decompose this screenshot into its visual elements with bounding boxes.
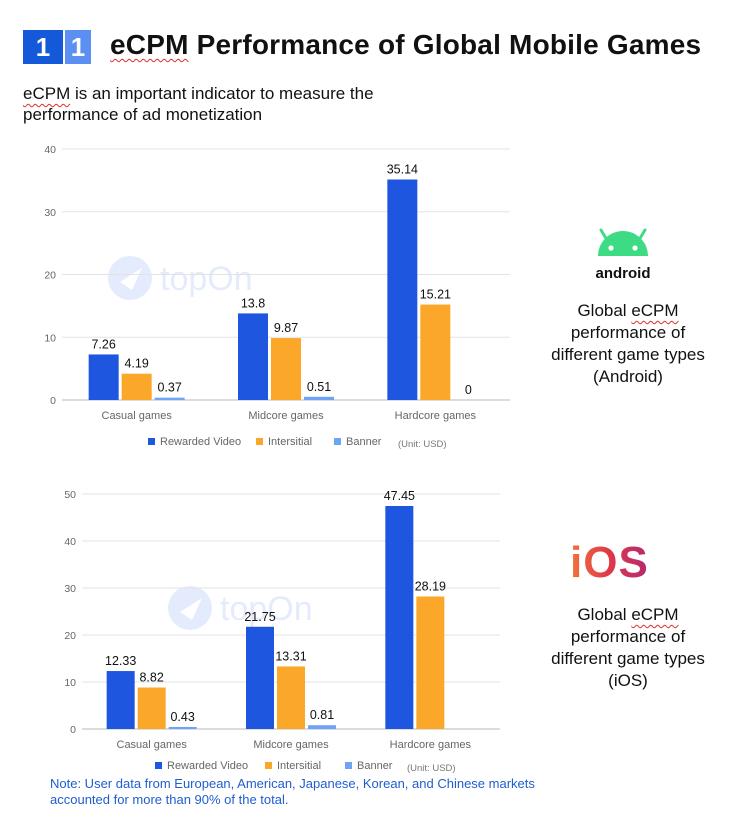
data-label: 4.19 [124,357,148,371]
data-label: 21.75 [244,610,275,624]
legend-label: Rewarded Video [167,760,248,772]
y-tick-label: 50 [64,489,76,501]
data-label: 9.87 [274,321,298,335]
y-tick-label: 30 [64,583,76,595]
android-ecpm-chart: topOn 0 10 20 30 40 7.26 4.19 0.37 Casual games 13… [44,144,510,450]
legend-swatch [345,762,352,769]
y-tick-label: 0 [50,395,56,407]
category-label: Midcore games [253,739,329,751]
bar-rewarded-video [246,626,274,729]
section-badge-secondary: 1 [65,30,91,64]
y-tick-label: 10 [44,332,56,344]
android-wordmark: android [596,265,651,282]
category-label: Casual games [117,739,188,751]
category-label: Hardcore games [395,410,477,422]
y-tick-label: 40 [44,144,56,156]
data-label: 15.21 [420,288,451,302]
data-label: 8.82 [139,671,163,685]
legend-label: Banner [346,436,382,448]
badge-secondary-label: 1 [70,32,86,62]
bar-rewarded-video [88,354,119,400]
ios-ecpm-chart: topOn 0 10 20 30 40 50 12.338.82 0.43 Casual game… [64,489,500,774]
bar-banner [304,396,334,400]
page-title: eCPM Performance of Global Mobile Games [110,29,702,60]
ios-caption: Global eCPM performance of different game … [551,605,705,690]
bar-intersitial [121,373,152,400]
legend-label: Intersitial [277,760,321,772]
legend-label: Rewarded Video [160,436,241,448]
data-label: 0 [465,383,472,397]
footnote: Note: User data from European, American,… [50,776,535,807]
data-label: 7.26 [91,337,115,351]
category-label: Hardcore games [390,739,472,751]
badge-primary-label: 1 [35,32,51,62]
data-label: 0.51 [307,380,331,394]
legend-swatch [334,438,341,445]
legend-swatch [155,762,162,769]
watermark-text: topOn [220,590,313,628]
data-label: 47.45 [384,489,415,503]
data-label: 35.14 [387,162,418,176]
bar-banner [154,397,185,400]
watermark-text: topOn [160,260,253,298]
legend-label: Intersitial [268,436,312,448]
legend-label: Banner [357,760,393,772]
y-tick-label: 0 [70,724,76,736]
section-badge-primary: 1 [23,30,63,64]
bar-intersitial [277,666,305,729]
y-tick-label: 40 [64,536,76,548]
bar-rewarded-video [238,313,268,400]
android-logo-icon: android [596,228,651,282]
bar-intersitial [137,687,166,729]
bar-rewarded-video [385,505,414,729]
bar-intersitial [416,596,445,729]
intro-text: eCPM is an important indicator to measur… [23,84,374,124]
category-label: Midcore games [248,410,324,422]
bar-banner [308,725,336,729]
data-label: 13.31 [275,649,306,663]
data-label: 13.8 [241,296,265,310]
bar-banner [168,726,197,729]
bar-rewarded-video [106,671,135,729]
bar-intersitial [271,338,301,400]
y-tick-label: 20 [64,630,76,642]
y-tick-label: 30 [44,207,56,219]
data-label: 0.43 [170,710,194,724]
legend-swatch [148,438,155,445]
bar-intersitial [420,304,451,400]
data-label: 12.33 [105,654,136,668]
ios-logo: iOS [570,538,649,587]
watermark-logo: topOn [168,586,313,630]
bar-rewarded-video [387,179,418,400]
legend-swatch [256,438,263,445]
category-label: Casual games [102,410,173,422]
data-label: 28.19 [415,580,446,594]
watermark-logo: topOn [108,256,253,300]
unit-note: (Unit: USD) [407,763,456,774]
legend-swatch [265,762,272,769]
data-label: 0.37 [157,381,181,395]
data-label: 0.81 [310,708,334,722]
y-tick-label: 10 [64,677,76,689]
unit-note: (Unit: USD) [398,439,447,450]
y-tick-label: 20 [44,270,56,282]
android-caption: Global eCPM performance of different game … [551,301,705,386]
